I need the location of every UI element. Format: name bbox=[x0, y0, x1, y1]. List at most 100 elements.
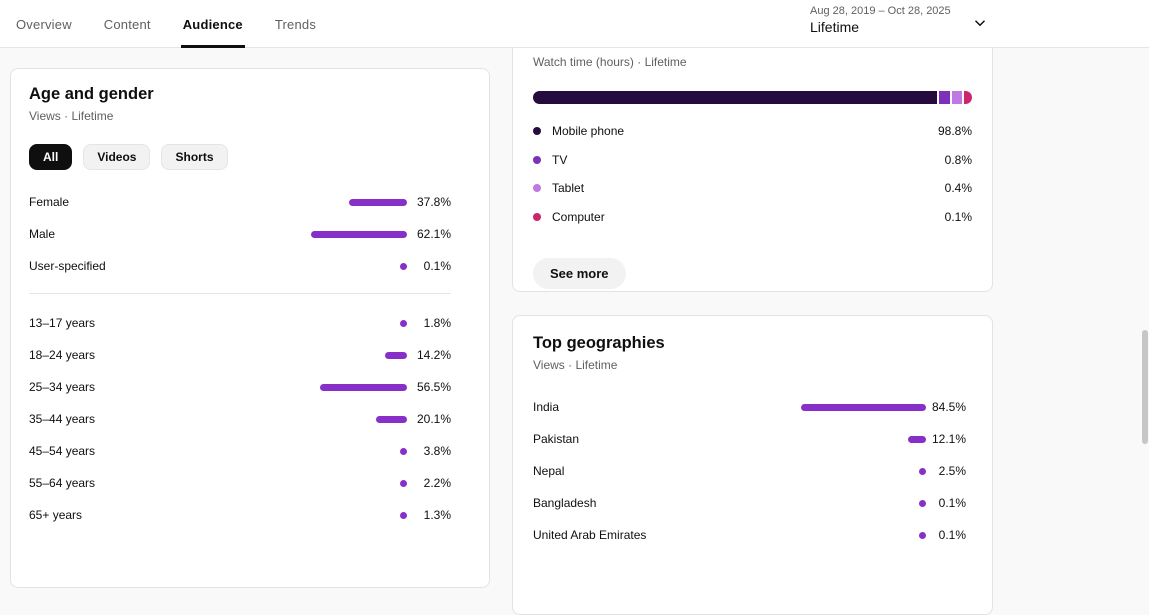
row-bar bbox=[919, 499, 926, 507]
gender-rows: Female 37.8% Male 62.1% User-specified 0.1% bbox=[29, 186, 451, 282]
legend-value: 98.8% bbox=[937, 124, 972, 139]
row-label: 45–54 years bbox=[29, 444, 96, 458]
stat-row: Male 62.1% bbox=[29, 218, 451, 250]
row-bar-track bbox=[253, 319, 407, 327]
stat-row: Female 37.8% bbox=[29, 186, 451, 218]
row-label: Bangladesh bbox=[533, 496, 597, 510]
row-value: 1.3% bbox=[423, 508, 451, 522]
row-bar-track bbox=[253, 351, 407, 359]
row-label: United Arab Emirates bbox=[533, 528, 647, 542]
row-bar bbox=[908, 435, 926, 443]
row-label: Nepal bbox=[533, 464, 565, 478]
tab-content[interactable]: Content bbox=[103, 16, 151, 32]
date-range-picker[interactable]: Aug 28, 2019 – Oct 28, 2025 Lifetime bbox=[810, 5, 951, 35]
row-bar-track bbox=[778, 435, 926, 443]
row-value: 84.5% bbox=[931, 400, 966, 414]
row-bar-track bbox=[253, 447, 407, 455]
row-bar-track bbox=[778, 403, 926, 411]
legend-dot-icon bbox=[533, 155, 541, 164]
row-bar bbox=[400, 479, 407, 487]
stat-row: India 84.5% bbox=[533, 391, 966, 423]
analytics-tabs: Overview Content Audience Trends bbox=[0, 0, 1149, 48]
row-bar bbox=[385, 351, 407, 359]
row-label: Pakistan bbox=[533, 432, 580, 446]
row-bar bbox=[400, 262, 407, 270]
legend-label: Mobile phone bbox=[552, 124, 625, 139]
legend-label: Computer bbox=[552, 209, 605, 224]
legend-row: Mobile phone 98.8% bbox=[533, 117, 972, 146]
legend-label: TV bbox=[552, 152, 568, 167]
stat-row: 13–17 years 1.8% bbox=[29, 307, 451, 339]
card-subtitle: Views · Lifetime bbox=[29, 109, 114, 123]
row-value: 1.8% bbox=[423, 316, 451, 330]
card-subtitle: Views · Lifetime bbox=[533, 358, 618, 372]
legend-dot-icon bbox=[533, 184, 541, 193]
row-bar bbox=[311, 230, 407, 238]
stat-row: 35–44 years 20.1% bbox=[29, 403, 451, 435]
filter-chip-all[interactable]: All bbox=[29, 144, 73, 170]
row-label: 55–64 years bbox=[29, 476, 96, 490]
row-bar-track bbox=[253, 511, 407, 519]
row-bar-track bbox=[778, 467, 926, 475]
device-stacked-bar bbox=[533, 91, 972, 104]
row-bar-track bbox=[778, 531, 926, 539]
row-value: 0.1% bbox=[938, 496, 966, 510]
legend-dot-icon bbox=[533, 127, 541, 136]
section-divider bbox=[29, 293, 451, 294]
date-range-label: Lifetime bbox=[810, 19, 860, 35]
row-bar bbox=[400, 319, 407, 327]
row-label: 25–34 years bbox=[29, 380, 96, 394]
row-label: 13–17 years bbox=[29, 316, 96, 330]
legend-label: Tablet bbox=[552, 181, 585, 196]
row-label: 18–24 years bbox=[29, 348, 96, 362]
stat-row: 45–54 years 3.8% bbox=[29, 435, 451, 467]
row-bar bbox=[376, 415, 407, 423]
tab-trends[interactable]: Trends bbox=[274, 16, 317, 32]
legend-value: 0.1% bbox=[944, 209, 972, 224]
row-bar-track bbox=[253, 415, 407, 423]
row-value: 2.5% bbox=[938, 464, 966, 478]
bar-segment-tv bbox=[939, 91, 950, 104]
top-navigation-bar: Overview Content Audience Trends Aug 28, 20… bbox=[0, 0, 1149, 48]
geography-rows: India 84.5% Pakistan 12.1% Nepal 2.5% Banglade… bbox=[533, 391, 966, 551]
row-value: 20.1% bbox=[416, 412, 451, 426]
row-bar bbox=[348, 198, 407, 206]
tab-overview[interactable]: Overview bbox=[16, 16, 72, 32]
filter-chip-shorts[interactable]: Shorts bbox=[161, 144, 228, 170]
tab-audience[interactable]: Audience bbox=[180, 0, 245, 48]
row-bar bbox=[400, 447, 407, 455]
row-value: 37.8% bbox=[416, 195, 451, 209]
bar-segment-computer bbox=[964, 91, 972, 104]
vertical-scrollbar-thumb[interactable] bbox=[1142, 330, 1148, 444]
row-value: 0.1% bbox=[423, 259, 451, 273]
row-bar bbox=[919, 531, 926, 539]
chevron-down-icon[interactable] bbox=[968, 11, 992, 35]
stat-row: United Arab Emirates 0.1% bbox=[533, 519, 966, 551]
stat-row: User-specified 0.1% bbox=[29, 250, 451, 282]
row-bar-track bbox=[253, 262, 407, 270]
bar-segment-mobile-phone bbox=[533, 91, 937, 104]
legend-value: 0.8% bbox=[944, 152, 972, 167]
card-title: Age and gender bbox=[29, 85, 154, 103]
bar-segment-tablet bbox=[952, 91, 962, 104]
row-label: India bbox=[533, 400, 560, 414]
device-type-card: Watch time (hours) · Lifetime Mobile pho… bbox=[512, 26, 993, 292]
stat-row: 18–24 years 14.2% bbox=[29, 339, 451, 371]
row-bar bbox=[320, 383, 407, 391]
card-metric-header: Watch time (hours) · Lifetime bbox=[533, 55, 687, 69]
filter-chip-videos[interactable]: Videos bbox=[83, 144, 151, 170]
stat-row: Pakistan 12.1% bbox=[533, 423, 966, 455]
legend-row: Tablet 0.4% bbox=[533, 174, 972, 203]
device-legend: Mobile phone 98.8% TV 0.8% Tablet 0.4% Compute… bbox=[533, 117, 972, 231]
row-label: 65+ years bbox=[29, 508, 83, 522]
row-bar bbox=[400, 511, 407, 519]
row-value: 62.1% bbox=[416, 227, 451, 241]
legend-row: TV 0.8% bbox=[533, 146, 972, 175]
row-value: 2.2% bbox=[423, 476, 451, 490]
row-value: 56.5% bbox=[416, 380, 451, 394]
age-rows: 13–17 years 1.8% 18–24 years 14.2% 25–34 yea… bbox=[29, 307, 451, 531]
see-more-button[interactable]: See more bbox=[533, 258, 626, 289]
row-value: 14.2% bbox=[416, 348, 451, 362]
stat-row: 55–64 years 2.2% bbox=[29, 467, 451, 499]
stat-row: Bangladesh 0.1% bbox=[533, 487, 966, 519]
